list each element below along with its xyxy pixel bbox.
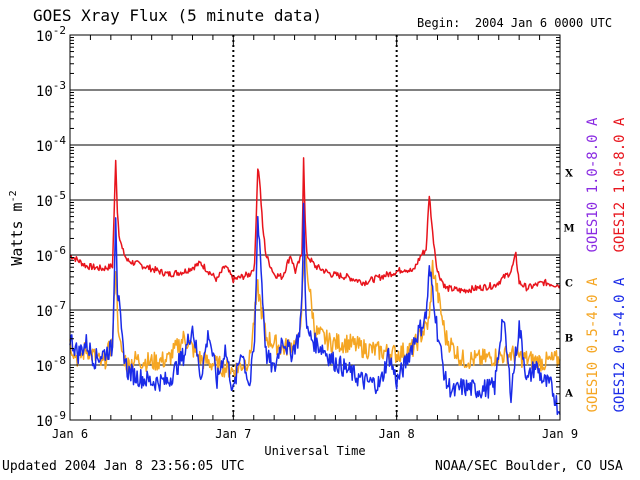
legend-entry: GOES12 0.5-4.0 A bbox=[612, 277, 628, 412]
begin-label: Begin: bbox=[417, 16, 461, 30]
y-tick-base: 10 bbox=[36, 139, 53, 155]
series-line-0 bbox=[69, 157, 561, 294]
y-axis-label-superscript: -2 bbox=[8, 190, 19, 202]
y-tick-label: 10-5 bbox=[36, 189, 66, 210]
y-tick-label: 10-8 bbox=[36, 354, 66, 375]
y-tick-base: 10 bbox=[36, 249, 53, 265]
y-axis: 10-210-310-410-510-610-710-810-9 bbox=[36, 24, 560, 430]
begin-value: 2004 Jan 6 0000 UTC bbox=[474, 16, 613, 30]
chart-title: GOES Xray Flux (5 minute data) bbox=[33, 6, 322, 25]
begin-timestamp: Begin: 2004 Jan 6 0000 UTC bbox=[417, 16, 612, 30]
series-line-2 bbox=[69, 202, 561, 416]
y-tick-label: 10-9 bbox=[36, 409, 66, 430]
legend-entry: GOES12 1.0-8.0 A bbox=[612, 117, 628, 252]
legend: GOES10 1.0-8.0 A GOES12 1.0-8.0 A GOES10 0… bbox=[585, 117, 628, 412]
flare-class-label: C bbox=[565, 279, 573, 290]
y-tick-exponent: -9 bbox=[53, 409, 66, 422]
x-tick-label: Jan 7 bbox=[215, 427, 251, 441]
y-axis-label: Watts m-2 bbox=[8, 190, 26, 265]
y-tick-label: 10-4 bbox=[36, 134, 66, 155]
y-tick-label: 10-3 bbox=[36, 79, 66, 100]
y-tick-base: 10 bbox=[36, 84, 53, 100]
y-tick-exponent: -4 bbox=[53, 134, 67, 147]
y-tick-base: 10 bbox=[36, 29, 53, 45]
y-axis-label-base: Watts m bbox=[8, 202, 26, 265]
updated-timestamp: Updated 2004 Jan 8 23:56:05 UTC bbox=[2, 459, 245, 474]
y-tick-label: 10-2 bbox=[36, 24, 66, 45]
y-tick-exponent: -3 bbox=[53, 79, 66, 92]
legend-entry: GOES10 0.5-4.0 A bbox=[585, 277, 601, 412]
x-tick-label: Jan 8 bbox=[379, 427, 415, 441]
x-axis: Jan 6 Jan 7 Jan 8 Jan 9 bbox=[52, 35, 578, 441]
y-tick-exponent: -8 bbox=[53, 354, 66, 367]
flare-class-label: X bbox=[565, 169, 573, 180]
legend-entry: GOES10 1.0-8.0 A bbox=[585, 117, 601, 252]
series-layer bbox=[69, 157, 561, 416]
y-tick-exponent: -7 bbox=[53, 299, 66, 312]
y-tick-base: 10 bbox=[36, 304, 53, 320]
y-tick-base: 10 bbox=[36, 359, 53, 375]
x-tick-label: Jan 9 bbox=[542, 427, 578, 441]
flare-class-label: A bbox=[564, 389, 573, 400]
x-tick-label: Jan 6 bbox=[52, 427, 88, 441]
flare-class-label: M bbox=[563, 224, 574, 235]
flare-class-labels: X M C B A bbox=[563, 169, 574, 400]
y-tick-label: 10-6 bbox=[36, 244, 66, 265]
y-tick-label: 10-7 bbox=[36, 299, 66, 320]
y-tick-exponent: -2 bbox=[53, 24, 66, 37]
y-tick-base: 10 bbox=[36, 194, 53, 210]
y-tick-exponent: -5 bbox=[53, 189, 66, 202]
credit-text: NOAA/SEC Boulder, CO USA bbox=[435, 459, 623, 474]
x-axis-label: Universal Time bbox=[264, 444, 365, 458]
y-tick-exponent: -6 bbox=[53, 244, 66, 257]
series-line-1 bbox=[69, 255, 561, 380]
y-tick-base: 10 bbox=[36, 414, 53, 430]
flare-class-label: B bbox=[565, 334, 573, 345]
